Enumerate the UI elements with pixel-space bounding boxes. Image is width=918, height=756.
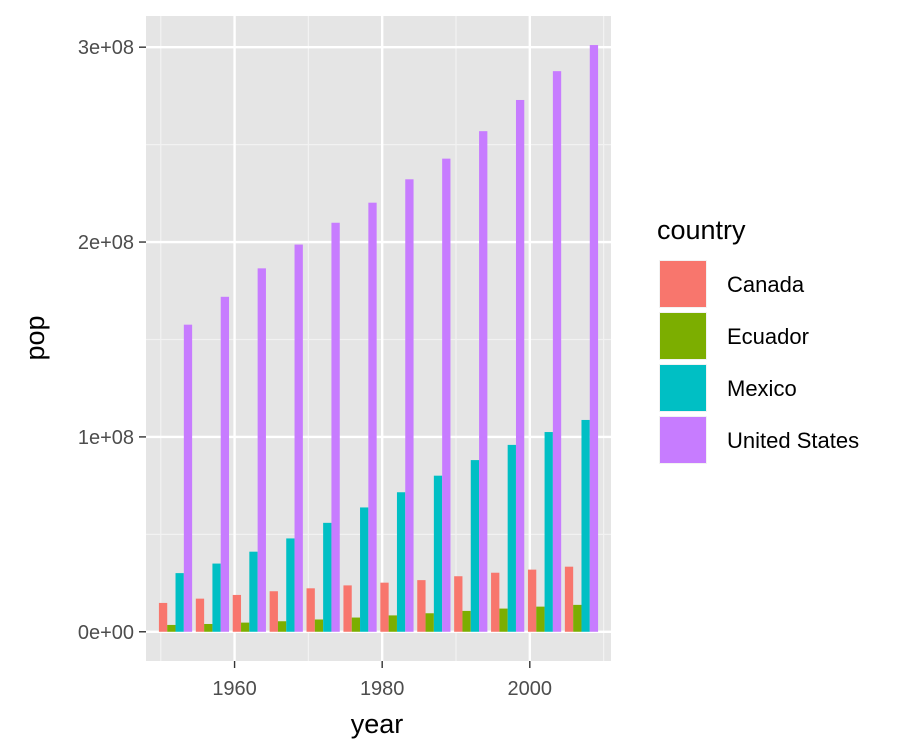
bar	[589, 45, 599, 632]
legend-key	[660, 417, 706, 463]
y-tick-label: 1e+08	[78, 427, 134, 449]
bar	[351, 617, 361, 632]
bar	[294, 244, 303, 632]
bar	[396, 492, 406, 632]
legend-key	[660, 365, 706, 411]
axes: 0e+00 1e+08 2e+08 3e+08 1960 1980 2000	[78, 37, 552, 700]
bar	[167, 624, 176, 632]
legend: country Canada Ecuador Mexico United States	[657, 215, 859, 464]
legend-title: country	[657, 215, 746, 245]
bar	[425, 613, 434, 632]
bar	[323, 522, 332, 632]
bar	[232, 594, 242, 632]
bar	[454, 576, 463, 632]
bar	[515, 99, 525, 632]
bar	[257, 268, 266, 632]
bar	[380, 582, 389, 632]
bar	[544, 432, 553, 632]
x-tick-label: 2000	[508, 678, 553, 700]
legend-key	[660, 261, 706, 307]
bar	[491, 572, 500, 632]
bar	[343, 585, 352, 632]
bar	[220, 296, 230, 632]
bar	[158, 602, 168, 632]
bar	[536, 606, 545, 632]
bar	[183, 324, 193, 632]
legend-key	[660, 313, 706, 359]
legend-label: United States	[727, 428, 859, 453]
bar	[204, 623, 213, 632]
bars	[158, 45, 599, 632]
bar	[388, 615, 397, 632]
bar	[564, 566, 574, 632]
bar	[405, 179, 414, 632]
bar	[269, 591, 278, 632]
bar	[175, 573, 184, 632]
bar	[277, 621, 287, 632]
y-tick-label: 3e+08	[78, 37, 134, 59]
bar	[417, 580, 426, 632]
y-tick-label: 2e+08	[78, 232, 134, 254]
x-tick-label: 1980	[360, 678, 405, 700]
bar	[241, 622, 250, 632]
bar	[507, 444, 516, 632]
y-axis-title: pop	[20, 315, 50, 360]
bar	[360, 507, 369, 632]
bar	[368, 202, 377, 632]
bar	[195, 598, 205, 632]
legend-label: Mexico	[727, 376, 797, 401]
bar	[462, 610, 471, 632]
bar	[470, 460, 480, 632]
legend-label: Canada	[727, 272, 805, 297]
bar	[479, 131, 488, 632]
bar	[212, 563, 221, 632]
bar	[306, 588, 315, 632]
bar	[527, 569, 537, 632]
bar	[331, 222, 340, 632]
x-tick-label: 1960	[212, 678, 257, 700]
bar	[314, 619, 324, 632]
bar	[286, 538, 295, 632]
bar	[573, 604, 582, 632]
y-tick-label: 0e+00	[78, 622, 134, 644]
bar	[249, 551, 258, 632]
legend-label: Ecuador	[727, 324, 809, 349]
bar	[552, 71, 562, 632]
bar	[499, 608, 508, 632]
bar	[442, 158, 451, 632]
bar	[433, 475, 443, 632]
bar	[581, 419, 590, 632]
x-axis-title: year	[351, 709, 404, 739]
